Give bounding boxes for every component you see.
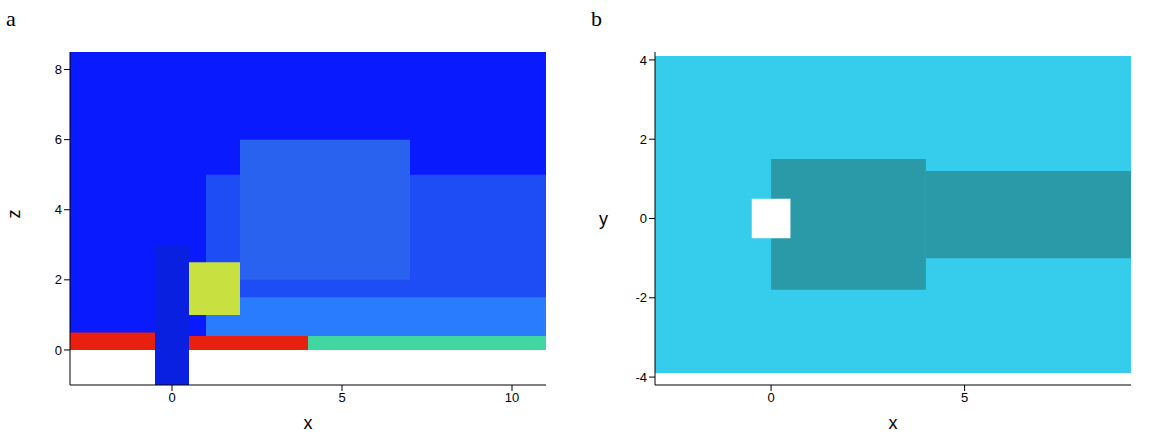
svg-text:-4: -4 <box>635 370 647 385</box>
svg-text:0: 0 <box>55 343 62 358</box>
svg-text:2: 2 <box>640 132 647 147</box>
html-text:b: b <box>591 6 602 31</box>
svg-text:10: 10 <box>505 390 519 405</box>
svg-text:4: 4 <box>640 53 647 68</box>
svg-text:x: x <box>304 413 313 433</box>
svg-text:6: 6 <box>55 132 62 147</box>
svg-text:0: 0 <box>767 390 774 405</box>
svg-text:-2: -2 <box>635 290 647 305</box>
svg-text:2: 2 <box>55 272 62 287</box>
svg-text:4: 4 <box>55 202 62 217</box>
svg-text:y: y <box>599 209 608 229</box>
html-text:a: a <box>6 6 16 31</box>
svg-text:0: 0 <box>168 390 175 405</box>
svg-text:z: z <box>4 210 24 219</box>
svg-text:x: x <box>889 413 898 433</box>
svg-text:5: 5 <box>338 390 345 405</box>
svg-text:5: 5 <box>961 390 968 405</box>
svg-text:8: 8 <box>55 62 62 77</box>
svg-text:0: 0 <box>640 211 647 226</box>
